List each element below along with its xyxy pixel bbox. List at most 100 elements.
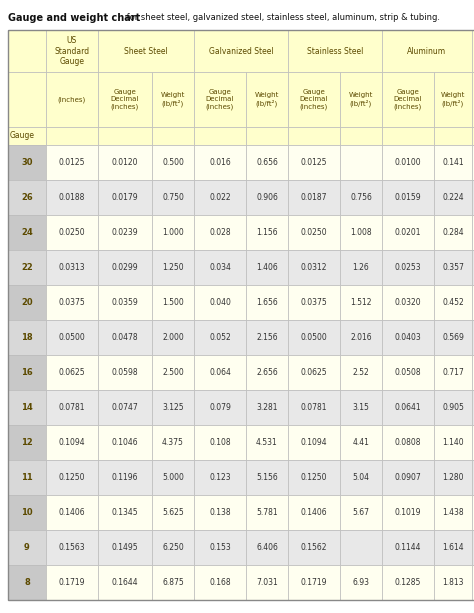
Text: 24: 24 (21, 228, 33, 237)
Bar (288, 250, 340, 285)
Text: 0.284: 0.284 (442, 228, 464, 237)
Text: 0.0598: 0.0598 (112, 368, 138, 377)
Bar (152, 215, 194, 250)
Text: 2.000: 2.000 (162, 333, 184, 342)
Text: 0.0500: 0.0500 (301, 333, 328, 342)
Text: 0.500: 0.500 (162, 158, 184, 167)
Bar (8, 145, 46, 180)
Bar (194, 72, 246, 127)
Bar (194, 127, 246, 145)
Bar (194, 180, 246, 215)
Bar (46, 425, 98, 460)
Bar (288, 215, 340, 250)
Bar (152, 285, 194, 320)
Bar (98, 425, 152, 460)
Bar (340, 215, 382, 250)
Text: 0.1250: 0.1250 (301, 473, 327, 482)
Text: 6.875: 6.875 (162, 578, 184, 587)
Bar (98, 215, 152, 250)
Text: 0.452: 0.452 (442, 298, 464, 307)
Text: 1.008: 1.008 (350, 228, 372, 237)
Bar (434, 180, 472, 215)
Bar (340, 425, 382, 460)
Text: 0.0250: 0.0250 (301, 228, 328, 237)
Text: 0.656: 0.656 (256, 158, 278, 167)
Text: Gauge
Decimal
(inches): Gauge Decimal (inches) (111, 89, 139, 110)
Text: 0.1644: 0.1644 (112, 578, 138, 587)
Bar (246, 320, 288, 355)
Bar (434, 425, 472, 460)
Text: 0.1250: 0.1250 (59, 473, 85, 482)
Text: 0.123: 0.123 (209, 473, 231, 482)
Text: 3.15: 3.15 (353, 403, 369, 412)
Text: 11: 11 (21, 473, 33, 482)
Bar (98, 72, 152, 127)
Bar (340, 127, 382, 145)
Bar (382, 320, 434, 355)
Bar (472, 495, 474, 530)
Bar (46, 390, 98, 425)
Text: Weight
(lb/ft²): Weight (lb/ft²) (255, 92, 279, 107)
Bar (246, 355, 288, 390)
Text: 14: 14 (21, 403, 33, 412)
Bar (382, 530, 434, 565)
Text: 20: 20 (21, 298, 33, 307)
Text: 1.26: 1.26 (353, 263, 369, 272)
Bar (472, 72, 474, 127)
Text: 18: 18 (21, 333, 33, 342)
Bar (340, 355, 382, 390)
Bar (194, 285, 246, 320)
Text: 0.756: 0.756 (350, 193, 372, 202)
Bar (472, 215, 474, 250)
Text: Aluminum: Aluminum (408, 47, 447, 56)
Bar (288, 495, 340, 530)
Text: 0.0359: 0.0359 (111, 298, 138, 307)
Text: 0.224: 0.224 (442, 193, 464, 202)
Bar (46, 320, 98, 355)
Text: 0.0907: 0.0907 (395, 473, 421, 482)
Text: 0.0403: 0.0403 (395, 333, 421, 342)
Text: 5.781: 5.781 (256, 508, 278, 517)
Text: 0.0299: 0.0299 (112, 263, 138, 272)
Text: 0.052: 0.052 (209, 333, 231, 342)
Bar (152, 250, 194, 285)
Bar (288, 530, 340, 565)
Bar (152, 72, 194, 127)
Text: 0.1144: 0.1144 (395, 543, 421, 552)
Text: 3.281: 3.281 (256, 403, 278, 412)
Bar (46, 180, 98, 215)
Text: 0.0375: 0.0375 (59, 298, 85, 307)
Bar (8, 285, 46, 320)
Text: 0.1406: 0.1406 (301, 508, 328, 517)
Bar (98, 250, 152, 285)
Text: 1.250: 1.250 (162, 263, 184, 272)
Bar (288, 285, 340, 320)
Text: 0.0239: 0.0239 (112, 228, 138, 237)
Bar (46, 460, 98, 495)
Bar (98, 285, 152, 320)
Text: 0.016: 0.016 (209, 158, 231, 167)
Bar (194, 320, 246, 355)
Text: 2.656: 2.656 (256, 368, 278, 377)
Text: 0.0313: 0.0313 (59, 263, 85, 272)
Bar (8, 425, 46, 460)
Bar (340, 530, 382, 565)
Text: 0.0625: 0.0625 (301, 368, 328, 377)
Bar (472, 565, 474, 600)
Text: 1.000: 1.000 (162, 228, 184, 237)
Text: 0.357: 0.357 (442, 263, 464, 272)
Text: 1.406: 1.406 (256, 263, 278, 272)
Bar (434, 215, 472, 250)
Text: 0.0478: 0.0478 (112, 333, 138, 342)
Bar (8, 215, 46, 250)
Bar (288, 565, 340, 600)
Bar (8, 127, 46, 145)
Bar (340, 390, 382, 425)
Bar (246, 530, 288, 565)
Text: 0.1345: 0.1345 (112, 508, 138, 517)
Bar (98, 390, 152, 425)
Text: 7.031: 7.031 (256, 578, 278, 587)
Bar (340, 145, 382, 180)
Text: 9: 9 (24, 543, 30, 552)
Text: 0.022: 0.022 (209, 193, 231, 202)
